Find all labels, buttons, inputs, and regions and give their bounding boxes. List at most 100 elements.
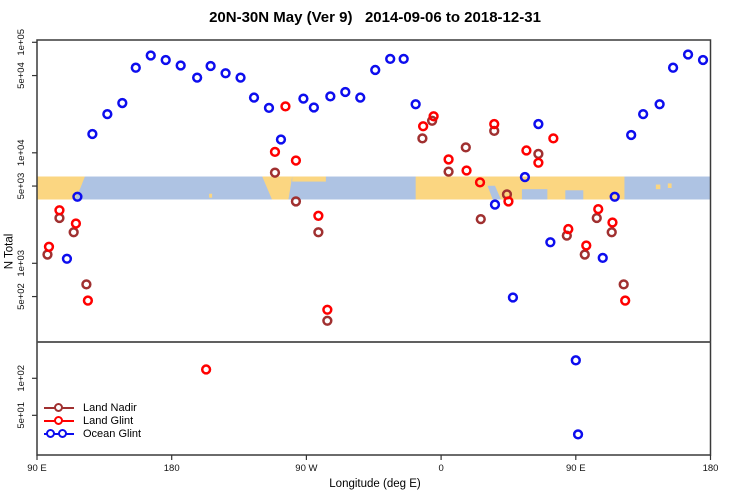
map-persian-gulf-arabian-sea xyxy=(521,189,548,200)
data-point xyxy=(667,62,679,73)
data-point xyxy=(269,146,281,157)
data-point xyxy=(117,97,128,109)
map-pacific-isle-2 xyxy=(667,183,672,189)
data-point xyxy=(591,212,602,224)
data-point xyxy=(417,121,429,132)
data-point xyxy=(43,241,55,252)
legend: Land Nadir Land Glint Ocean Glint xyxy=(44,401,141,440)
data-point xyxy=(70,218,82,229)
map-pacific-isle-1 xyxy=(655,184,661,190)
legend-marker-land-nadir xyxy=(44,402,74,413)
y-tick-label: 5e+01 xyxy=(16,402,27,429)
data-point xyxy=(460,142,471,153)
data-point xyxy=(563,223,574,235)
data-point xyxy=(489,199,501,210)
data-point xyxy=(545,237,556,248)
data-point xyxy=(443,166,454,177)
series-land-glint xyxy=(43,101,631,375)
legend-item-land-glint: Land Glint xyxy=(44,414,141,427)
data-point xyxy=(410,99,421,110)
data-point xyxy=(322,304,333,315)
x-tick-label: 90 E xyxy=(566,463,586,474)
data-point xyxy=(370,64,381,76)
data-point xyxy=(618,279,629,290)
data-point xyxy=(130,62,141,73)
data-point xyxy=(606,227,617,238)
x-axis-label: Longitude (deg E) xyxy=(329,478,421,490)
data-point xyxy=(313,227,324,238)
data-point xyxy=(638,108,649,120)
data-point xyxy=(160,54,171,66)
legend-marker-ocean-glint xyxy=(44,428,74,439)
data-point xyxy=(355,92,366,103)
data-point xyxy=(269,167,281,178)
legend-label: Land Glint xyxy=(83,414,134,427)
y-tick-label: 1e+02 xyxy=(16,365,27,392)
data-point xyxy=(503,196,514,207)
data-point xyxy=(235,72,246,83)
data-point xyxy=(82,295,94,306)
data-point xyxy=(308,102,320,113)
legend-item-ocean-glint: Ocean Glint xyxy=(44,427,141,440)
x-tick-label: 90 W xyxy=(295,463,317,474)
y-tick-label: 1e+04 xyxy=(16,139,27,166)
legend-label: Ocean Glint xyxy=(83,427,142,440)
plot-border xyxy=(36,39,712,456)
data-point xyxy=(570,355,581,366)
data-point xyxy=(290,196,302,207)
data-point xyxy=(325,91,336,102)
data-point xyxy=(275,134,287,145)
data-point xyxy=(461,165,472,176)
data-point xyxy=(220,68,231,79)
map-mexico xyxy=(262,176,293,200)
legend-item-land-nadir: Land Nadir xyxy=(44,401,141,414)
data-point xyxy=(102,108,113,120)
data-point xyxy=(68,227,79,238)
map-africa-asia xyxy=(415,176,625,200)
x-tick-label: 180 xyxy=(703,463,719,474)
data-point xyxy=(428,111,439,122)
data-point xyxy=(385,53,396,65)
y-tick-label: 1e+03 xyxy=(16,250,27,277)
data-point xyxy=(626,129,637,141)
data-point xyxy=(340,86,351,98)
map-band xyxy=(37,176,711,200)
data-point xyxy=(609,191,620,202)
chart-title: 20N-30N May (Ver 9) 2014-09-06 to 2018-1… xyxy=(209,9,541,26)
data-point xyxy=(533,118,544,130)
data-point xyxy=(620,295,631,306)
data-point xyxy=(205,60,216,72)
data-point xyxy=(607,217,618,228)
series-land-nadir xyxy=(42,115,629,326)
data-point xyxy=(81,279,92,290)
data-point xyxy=(593,204,604,215)
y-tick-label: 5e+03 xyxy=(16,173,27,200)
y-tick-label: 5e+02 xyxy=(16,283,27,310)
axes: 90 E 180 90 W 0 90 E 180 1e+05 5e+04 1e+04 5e+03 1… xyxy=(16,29,718,474)
data-point xyxy=(521,145,532,156)
data-point xyxy=(579,249,590,260)
x-tick-label: 90 E xyxy=(27,463,47,474)
data-point xyxy=(533,148,544,160)
data-point xyxy=(533,157,544,168)
data-point xyxy=(200,364,212,375)
data-point xyxy=(474,177,486,188)
data-point xyxy=(697,54,709,66)
data-point xyxy=(298,93,309,104)
x-tick-label: 0 xyxy=(438,463,443,474)
data-point xyxy=(443,154,454,165)
data-point xyxy=(507,292,519,303)
map-red-sea xyxy=(487,185,501,200)
map-hawaii xyxy=(209,193,213,198)
data-point xyxy=(489,118,500,130)
data-point xyxy=(87,128,98,140)
map-bay-of-bengal xyxy=(565,190,584,200)
data-point xyxy=(61,253,73,264)
data-point xyxy=(548,133,559,144)
y-tick-label: 1e+05 xyxy=(16,29,27,56)
legend-marker-land-glint xyxy=(44,415,74,426)
x-tick-label: 180 xyxy=(164,463,180,474)
y-tick-label: 5e+04 xyxy=(16,62,27,89)
